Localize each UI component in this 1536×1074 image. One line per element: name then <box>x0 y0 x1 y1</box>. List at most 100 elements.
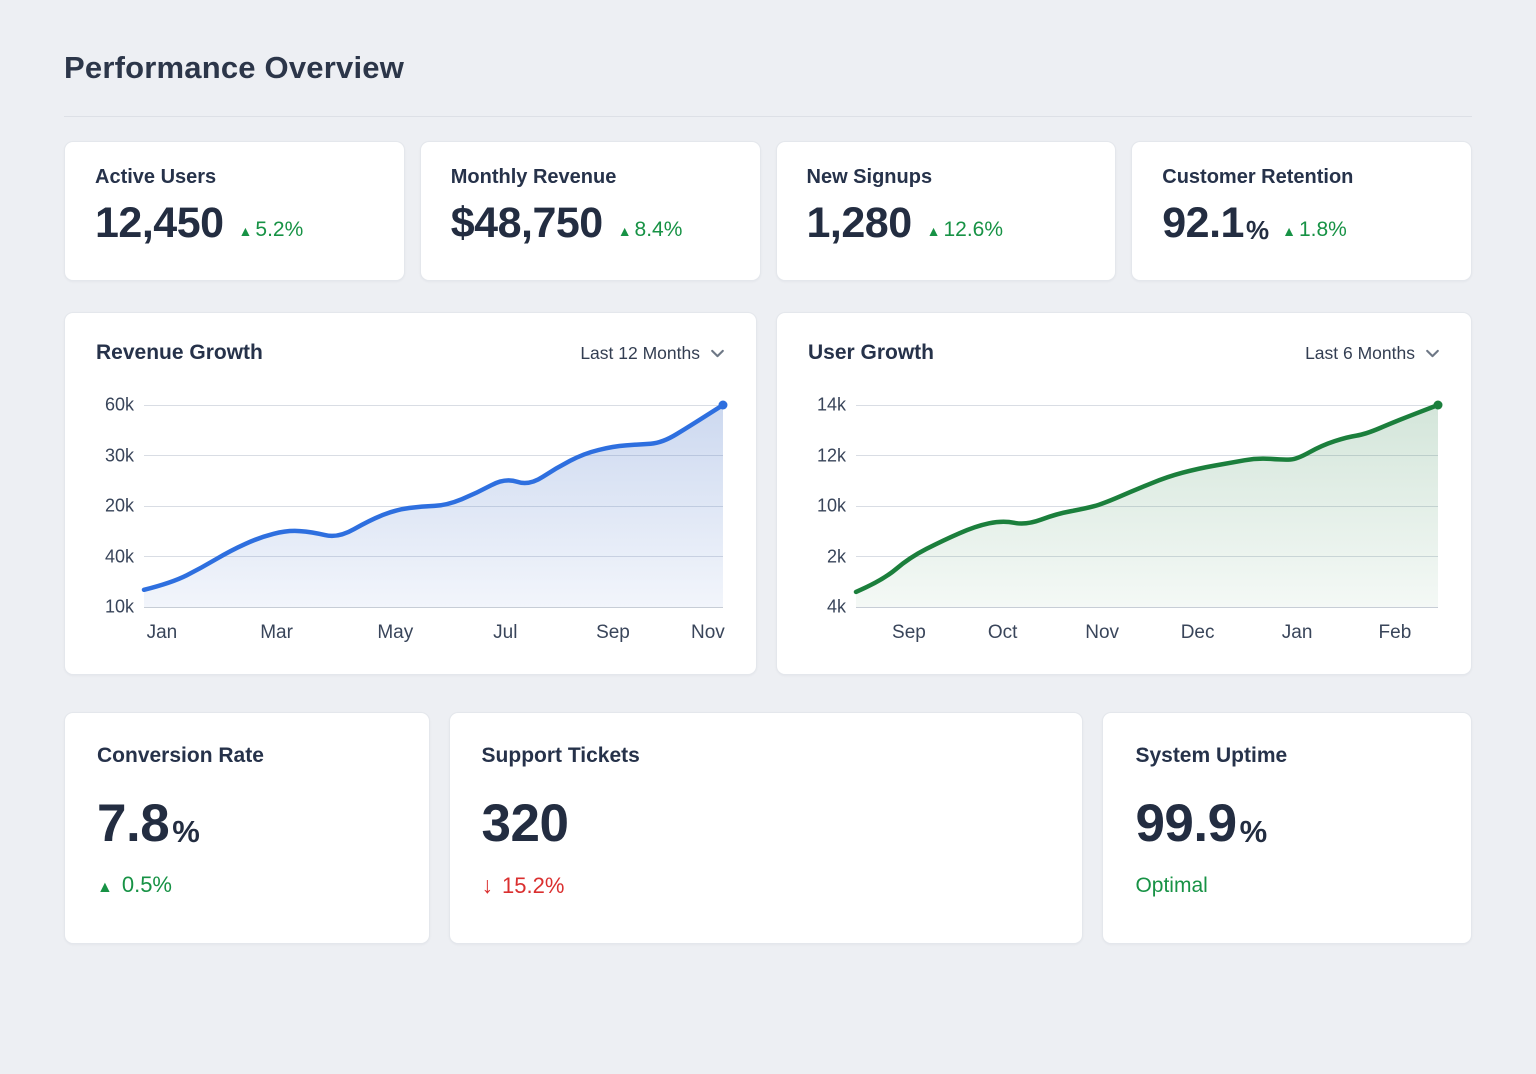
range-selector[interactable]: Last 6 Months <box>1305 343 1441 364</box>
down-arrow-icon: ↓ <box>481 872 494 898</box>
stat-card-system-uptime: System Uptime 99.9 % Optimal <box>1102 712 1472 944</box>
x-tick-label: Feb <box>1378 622 1412 643</box>
stat-card-support-tickets: Support Tickets 320 ↓ 15.2% <box>448 712 1084 944</box>
range-label: Last 12 Months <box>580 342 700 363</box>
stat-delta: ↓ 15.2% <box>482 872 1051 899</box>
dashboard-page: Performance Overview Active Users 12,450… <box>0 50 1536 944</box>
x-tick-label: May <box>377 622 414 643</box>
kpi-value-row: 1,280 ▲ 12.6% <box>807 202 1086 245</box>
stat-value: 7.8 <box>97 794 170 853</box>
kpi-unit: % <box>1245 215 1270 246</box>
x-axis-labels: Sep Oct Nov Dec Jan Feb <box>856 620 1438 646</box>
stat-label: Conversion Rate <box>97 744 264 767</box>
gridline <box>855 455 1438 456</box>
y-axis-labels: 14k 12k 10k 2k 4k <box>777 395 846 617</box>
kpi-card-active-users: Active Users 12,450 ▲ 5.2% <box>64 141 405 281</box>
stat-unit: % <box>172 814 200 850</box>
y-tick-label: 20k <box>104 495 134 516</box>
range-label: Last 6 Months <box>1305 342 1415 363</box>
stat-delta-value: 0.5% <box>121 872 172 897</box>
charts-row: Revenue Growth Last 12 Months 60k 30k 20k 4… <box>64 312 1472 675</box>
y-tick-label: 10k <box>816 495 846 516</box>
kpi-delta-value: 5.2% <box>255 218 304 241</box>
page-title: Performance Overview <box>64 50 405 85</box>
y-tick-label: 60k <box>104 394 134 415</box>
y-tick-label: 2k <box>826 546 846 566</box>
y-tick-label: 10k <box>104 596 134 617</box>
kpi-value: 1,280 <box>806 199 913 247</box>
chart-title: User Growth <box>807 341 935 364</box>
kpi-card-new-signups: New Signups 1,280 ▲ 12.6% <box>775 141 1117 281</box>
kpi-delta-value: 8.4% <box>634 218 683 241</box>
gridline <box>144 606 723 608</box>
x-tick-label: Oct <box>987 622 1018 643</box>
kpi-delta: ▲ 1.8% <box>1282 218 1347 245</box>
range-selector[interactable]: Last 12 Months <box>580 343 726 364</box>
stat-value-row: 320 <box>482 797 1051 850</box>
header-divider <box>64 116 1472 117</box>
stat-value-row: 99.9 % <box>1135 797 1439 850</box>
x-tick-label: Dec <box>1180 622 1215 643</box>
kpi-delta: ▲ 8.4% <box>618 218 683 245</box>
x-axis-labels: Jan Mar May Jul Sep Nov <box>144 620 725 646</box>
stat-value: 320 <box>481 794 569 853</box>
kpi-card-customer-retention: Customer Retention 92.1 % ▲ 1.8% <box>1131 141 1472 281</box>
up-arrow-icon: ▲ <box>926 223 941 239</box>
gridline <box>144 455 723 456</box>
kpi-card-monthly-revenue: Monthly Revenue $48,750 ▲ 8.4% <box>419 141 761 281</box>
kpi-value: 12,450 <box>95 199 224 247</box>
revenue-growth-line <box>141 400 728 607</box>
kpi-value: $48,750 <box>450 199 603 247</box>
x-tick-label: Nov <box>1085 622 1120 643</box>
x-tick-label: Mar <box>260 622 293 643</box>
user-growth-line <box>853 400 1443 607</box>
x-tick-label: Sep <box>596 622 630 643</box>
up-arrow-icon: ▲ <box>97 879 113 896</box>
chevron-down-icon <box>1426 349 1439 357</box>
up-arrow-icon: ▲ <box>238 223 253 239</box>
chart-header: Revenue Growth Last 12 Months <box>96 341 726 365</box>
stat-label: Support Tickets <box>481 744 640 767</box>
gridline <box>144 404 723 406</box>
stat-delta: ▲ 0.5% <box>97 872 397 898</box>
x-tick-label: Sep <box>892 622 926 643</box>
kpi-delta-value: 12.6% <box>943 218 1004 241</box>
stat-value: 99.9 <box>1135 794 1237 853</box>
stat-delta-value: 15.2% <box>502 873 565 898</box>
kpi-label: New Signups <box>806 166 933 188</box>
revenue-growth-plot <box>141 400 728 608</box>
stat-card-conversion-rate: Conversion Rate 7.8 % ▲ 0.5% <box>64 712 430 944</box>
x-tick-label: Nov <box>691 622 725 643</box>
bottom-stats-row: Conversion Rate 7.8 % ▲ 0.5% Support Tic… <box>64 712 1472 944</box>
kpi-value-row: 92.1 % ▲ 1.8% <box>1162 202 1441 245</box>
x-tick-label: Jan <box>146 622 178 643</box>
revenue-growth-chart-card: Revenue Growth Last 12 Months 60k 30k 20k 4… <box>64 312 757 675</box>
chart-title: Revenue Growth <box>96 341 263 364</box>
kpi-label: Monthly Revenue <box>450 166 617 188</box>
stat-value-row: 7.8 % <box>97 797 397 850</box>
kpi-label: Active Users <box>95 166 217 188</box>
x-tick-label: Jan <box>1281 622 1313 643</box>
stat-unit: % <box>1239 814 1268 850</box>
chevron-down-icon <box>711 349 724 357</box>
x-tick-label: Jul <box>493 622 518 643</box>
kpi-value-row: $48,750 ▲ 8.4% <box>451 202 730 245</box>
y-axis-labels: 60k 30k 20k 40k 10k <box>65 395 134 617</box>
kpi-delta: ▲ 5.2% <box>239 218 304 245</box>
kpi-delta-value: 1.8% <box>1298 218 1347 241</box>
kpi-value-row: 12,450 ▲ 5.2% <box>95 202 374 245</box>
gridline <box>855 606 1438 608</box>
y-tick-label: 12k <box>816 445 846 465</box>
gridline <box>855 404 1438 406</box>
chart-header: User Growth Last 6 Months <box>808 341 1441 365</box>
y-tick-label: 40k <box>104 546 134 566</box>
y-tick-label: 4k <box>826 596 846 617</box>
kpi-label: Customer Retention <box>1162 166 1354 188</box>
up-arrow-icon: ▲ <box>1282 223 1296 239</box>
user-growth-plot <box>853 400 1443 608</box>
status-badge: Optimal <box>1135 874 1208 897</box>
y-tick-label: 14k <box>816 394 846 415</box>
kpi-row: Active Users 12,450 ▲ 5.2% Monthly Reven… <box>64 141 1472 281</box>
y-tick-label: 30k <box>104 445 134 465</box>
kpi-delta: ▲ 12.6% <box>927 218 1003 245</box>
